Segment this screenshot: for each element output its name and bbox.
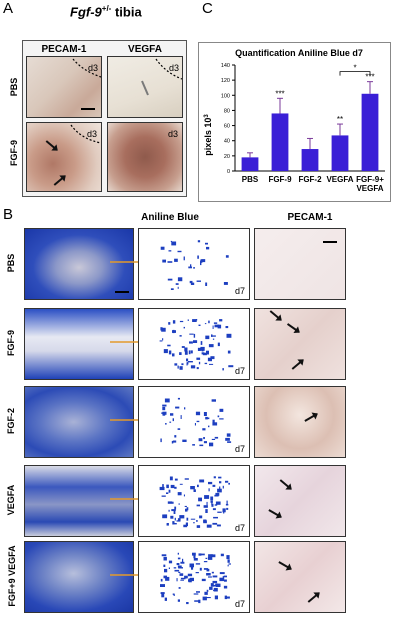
chart-title: Quantification Aniline Blue d7	[235, 48, 363, 58]
black-arrow-icon	[279, 479, 292, 490]
panel-a-day-label: d3	[167, 129, 178, 139]
panel-a-letter: A	[3, 0, 14, 17]
black-arrow-icon	[286, 323, 300, 333]
panel-b-letter: B	[3, 206, 14, 223]
pecam-stain-image	[254, 465, 346, 537]
y-tick-label: 100	[221, 93, 230, 99]
panel-a-image-pbs-pecam: d3	[26, 56, 102, 118]
black-arrow-icon	[269, 310, 282, 321]
scale-bar	[323, 241, 337, 243]
panel-b-day-label: d7	[234, 599, 245, 609]
panel-b-day-label: d7	[234, 523, 245, 533]
pecam-stain-image	[254, 308, 346, 380]
significance-bracket	[339, 71, 371, 76]
aniline-blue-section-image	[24, 228, 134, 300]
aniline-blue-quantification-image: d7	[138, 308, 250, 380]
panel-b-day-label: d7	[234, 286, 245, 296]
panel-a-row-fgf9: FGF-9	[9, 140, 19, 166]
significance-marker: **	[337, 115, 343, 124]
panel-b-row-label: PBS	[6, 253, 16, 273]
x-tick-label: VEGFA	[326, 175, 353, 184]
panel-b-row-label: FGF-2	[6, 408, 16, 434]
panel-a-header-pecam: PECAM-1	[41, 44, 87, 55]
aniline-blue-quantification-image: d7	[138, 465, 250, 537]
panel-a-image-pbs-vegfa: d3	[107, 56, 183, 118]
y-tick-label: 80	[224, 108, 230, 114]
chart-frame: Quantification Aniline Blue d7 pixels 10…	[198, 42, 391, 202]
y-tick-label: 40	[224, 139, 230, 145]
panel-a-image-fgf9-pecam: d3	[26, 122, 102, 192]
pecam-stain-image	[254, 541, 346, 613]
aniline-blue-section-image	[24, 465, 134, 537]
aniline-blue-section-image	[24, 386, 134, 458]
black-arrow-icon	[278, 561, 292, 570]
significance-marker: ***	[275, 89, 284, 98]
panel-b-header-aniline: Aniline Blue	[141, 212, 199, 223]
panel-b-row-label: FGF+9 VEGFA	[7, 545, 17, 607]
aniline-blue-quantification-image: d7	[138, 386, 250, 458]
panel-b-day-label: d7	[234, 444, 245, 454]
scale-bar	[81, 108, 95, 110]
pecam-stain-image	[254, 386, 346, 458]
significance-marker: ***	[365, 73, 374, 82]
panel-c-letter: C	[202, 0, 213, 17]
panel-a-day-label: d3	[86, 129, 97, 139]
aniline-blue-quantification-image: d7	[138, 228, 250, 300]
x-tick-label: FGF-9+	[356, 175, 384, 184]
y-tick-label: 120	[221, 78, 230, 84]
black-arrow-icon	[291, 359, 304, 370]
bar	[301, 149, 319, 171]
aniline-blue-section-image	[24, 308, 134, 380]
x-tick-label: FGF-9	[268, 175, 292, 184]
bar	[331, 135, 349, 171]
aniline-blue-quantification-image: d7	[138, 541, 250, 613]
black-arrow-icon	[307, 592, 320, 603]
bar	[271, 113, 289, 171]
bar	[361, 93, 379, 171]
bar	[241, 157, 259, 171]
panel-a-row-pbs: PBS	[9, 77, 19, 97]
panel-b-row-label: VEGFA	[6, 484, 16, 516]
panel-a-header-vegfa: VEGFA	[128, 44, 162, 55]
black-arrow-icon	[268, 509, 282, 518]
black-arrow-icon	[304, 413, 318, 422]
y-tick-label: 60	[224, 124, 230, 130]
y-tick-label: 140	[221, 63, 230, 69]
scale-bar	[115, 291, 129, 293]
pecam-stain-image	[254, 228, 346, 300]
x-tick-label: VEGFA	[356, 184, 383, 193]
panel-a-day-label: d3	[87, 63, 98, 73]
significance-bracket-label: *	[353, 64, 356, 73]
panel-a-day-label: d3	[168, 63, 179, 73]
bar-chart: Quantification Aniline Blue d7 pixels 10…	[203, 48, 385, 193]
panel-b-row-label: FGF-9	[6, 330, 16, 356]
panel-a-image-fgf9-vegfa: d3	[107, 122, 183, 192]
x-tick-label: PBS	[242, 175, 259, 184]
x-tick-label: FGF-2	[298, 175, 322, 184]
y-axis-label: pixels 103	[203, 114, 213, 156]
panel-a-title: Fgf-9+/- tibia	[70, 4, 142, 20]
y-tick-label: 0	[227, 169, 230, 175]
panel-b-header-pecam: PECAM-1	[287, 212, 333, 223]
panel-b-day-label: d7	[234, 366, 245, 376]
y-tick-label: 20	[224, 154, 230, 160]
